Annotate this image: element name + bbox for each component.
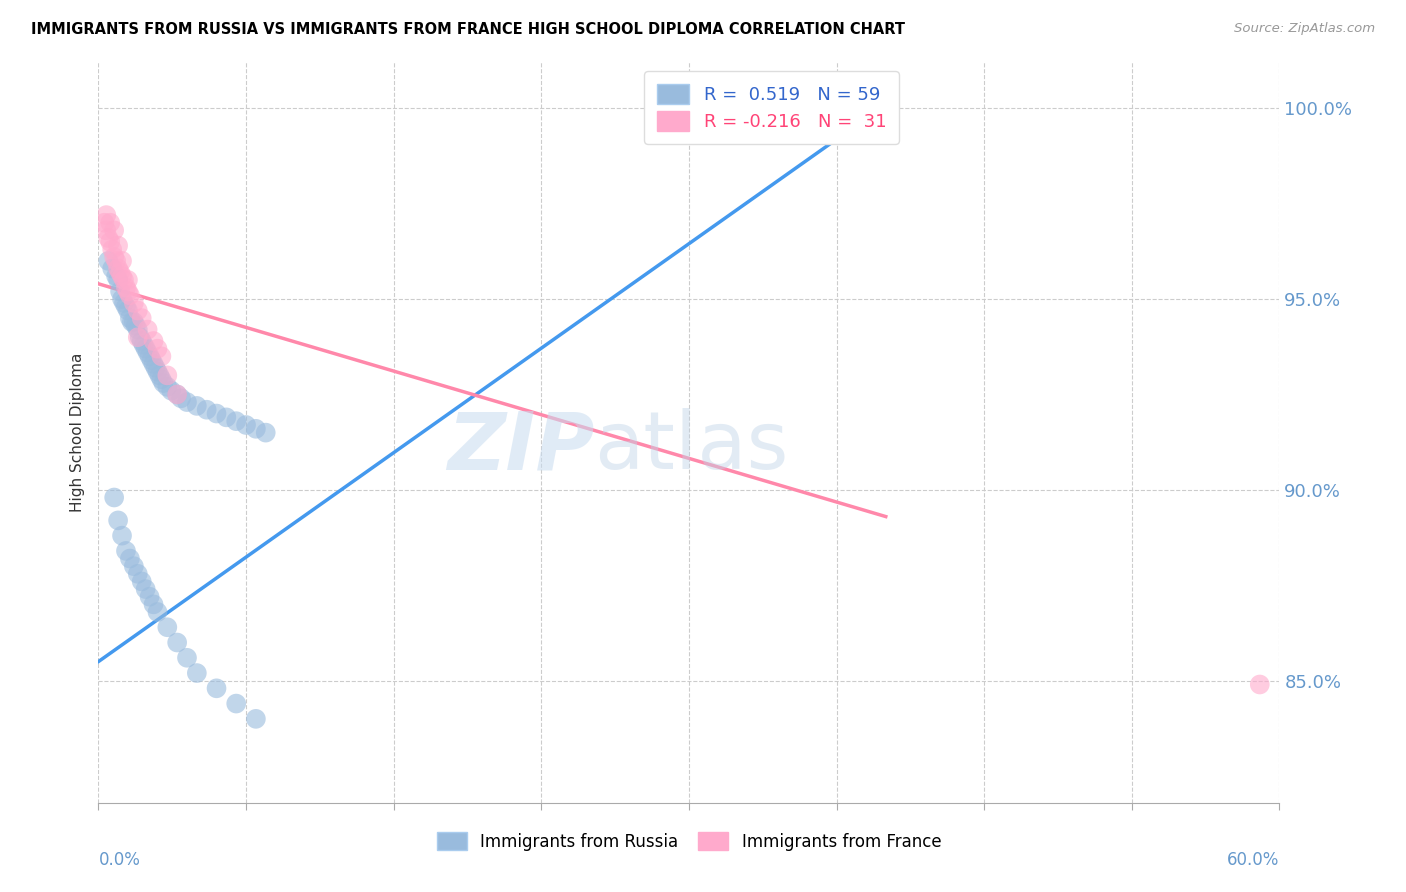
Point <box>115 544 138 558</box>
Legend: Immigrants from Russia, Immigrants from France: Immigrants from Russia, Immigrants from … <box>430 825 948 857</box>
Point <box>127 330 149 344</box>
Point <box>115 300 138 314</box>
Point <box>128 330 150 344</box>
Point <box>215 410 238 425</box>
Point <box>93 216 115 230</box>
Point <box>103 491 125 505</box>
Point <box>170 391 193 405</box>
Point <box>136 322 159 336</box>
Point <box>235 417 257 432</box>
Point <box>148 368 170 383</box>
Point <box>150 372 173 386</box>
Point <box>146 342 169 356</box>
Point <box>156 380 179 394</box>
Point <box>176 395 198 409</box>
Point <box>117 273 139 287</box>
Point <box>118 551 141 566</box>
Point <box>98 216 121 230</box>
Point <box>166 387 188 401</box>
Point <box>160 384 183 398</box>
Point <box>146 605 169 619</box>
Point <box>101 243 124 257</box>
Point <box>136 345 159 359</box>
Point <box>96 223 118 237</box>
Point <box>111 529 134 543</box>
Point <box>105 269 128 284</box>
Point <box>98 235 121 249</box>
Point <box>112 296 135 310</box>
Point <box>225 697 247 711</box>
Point <box>131 334 153 348</box>
Point <box>127 566 149 581</box>
Point <box>117 303 139 318</box>
Point <box>166 387 188 401</box>
Point <box>107 273 129 287</box>
Point <box>254 425 277 440</box>
Point <box>245 712 267 726</box>
Point <box>97 231 120 245</box>
Point <box>122 559 145 574</box>
Point <box>156 620 179 634</box>
Point <box>118 311 141 326</box>
Point <box>141 353 163 368</box>
Point <box>127 303 149 318</box>
Text: Source: ZipAtlas.com: Source: ZipAtlas.com <box>1234 22 1375 36</box>
Point <box>111 253 134 268</box>
Point <box>127 322 149 336</box>
Point <box>186 666 208 681</box>
Point <box>1249 677 1271 691</box>
Point <box>225 414 247 428</box>
Point <box>118 288 141 302</box>
Point <box>121 315 143 329</box>
Point <box>103 250 125 264</box>
Point <box>111 269 134 284</box>
Point <box>105 253 128 268</box>
Point <box>195 402 218 417</box>
Point <box>135 582 157 596</box>
Point <box>132 338 155 352</box>
Text: ZIP: ZIP <box>447 409 595 486</box>
Point <box>142 334 165 348</box>
Point <box>186 399 208 413</box>
Point <box>205 407 228 421</box>
Point <box>101 261 124 276</box>
Point <box>107 261 129 276</box>
Point <box>135 342 157 356</box>
Point <box>131 311 153 326</box>
Y-axis label: High School Diploma: High School Diploma <box>70 353 86 512</box>
Text: 0.0%: 0.0% <box>98 851 141 869</box>
Point <box>108 265 131 279</box>
Point <box>125 318 148 333</box>
Text: IMMIGRANTS FROM RUSSIA VS IMMIGRANTS FROM FRANCE HIGH SCHOOL DIPLOMA CORRELATION: IMMIGRANTS FROM RUSSIA VS IMMIGRANTS FRO… <box>31 22 905 37</box>
Point <box>142 357 165 371</box>
Point <box>146 365 169 379</box>
Point <box>122 296 145 310</box>
Point <box>115 280 138 294</box>
Text: atlas: atlas <box>595 409 789 486</box>
Point <box>142 598 165 612</box>
Point <box>145 360 167 375</box>
Point <box>205 681 228 696</box>
Point <box>122 315 145 329</box>
Text: 60.0%: 60.0% <box>1227 851 1279 869</box>
Point <box>166 635 188 649</box>
Point <box>156 368 179 383</box>
Point <box>107 513 129 527</box>
Point <box>245 422 267 436</box>
Point <box>103 223 125 237</box>
Point <box>111 292 134 306</box>
Point <box>138 590 160 604</box>
Point <box>176 650 198 665</box>
Point <box>107 238 129 252</box>
Point <box>131 574 153 589</box>
Point <box>96 208 118 222</box>
Point <box>138 349 160 363</box>
Point <box>152 376 174 390</box>
Point <box>117 285 139 299</box>
Point <box>150 349 173 363</box>
Point <box>97 253 120 268</box>
Point <box>108 285 131 299</box>
Point <box>112 273 135 287</box>
